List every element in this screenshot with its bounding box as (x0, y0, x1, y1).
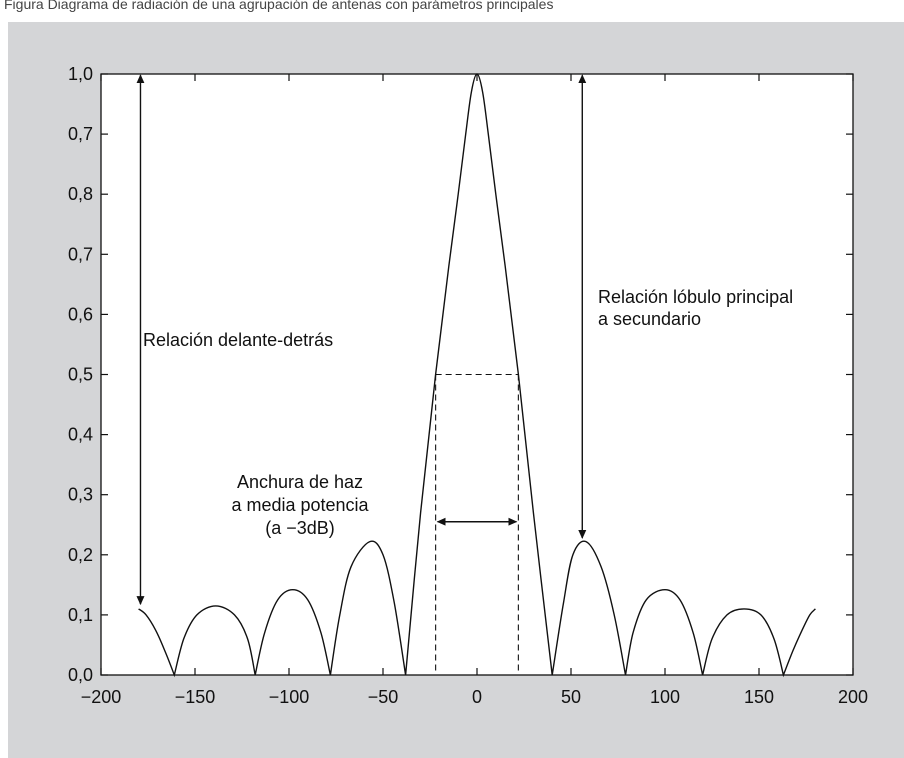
beamwidth-label-line3: (a −3dB) (265, 518, 335, 538)
x-tick-label: −150 (175, 687, 216, 707)
x-tick-label: −200 (81, 687, 122, 707)
figure-panel: −200 −150 −100 −50 0 50 100 150 200 0,0 0,1 0,2 0,3… (8, 22, 904, 758)
x-tick-label: −100 (269, 687, 310, 707)
x-tick-label: 200 (838, 687, 868, 707)
radiation-pattern-curve (138, 73, 816, 678)
axis-ticks (100, 73, 854, 676)
x-tick-label: 150 (744, 687, 774, 707)
y-tick-label: 1,0 (68, 64, 93, 84)
y-tick-label: 0,5 (68, 365, 93, 385)
y-tick-label: 0,6 (68, 304, 93, 324)
y-tick-label: 0,3 (68, 485, 93, 505)
y-tick-label: 0,7 (68, 244, 93, 264)
radiation-pattern-chart: −200 −150 −100 −50 0 50 100 150 200 0,0 0,1 0,2 0,3… (68, 64, 868, 707)
y-axis-labels: 0,0 0,1 0,2 0,3 0,4 0,5 0,6 0,7 0,8 0,7 1,0 (68, 64, 93, 685)
x-axis-labels: −200 −150 −100 −50 0 50 100 150 200 (81, 687, 868, 707)
annotation-guides (136, 74, 587, 675)
figure-caption: Figura Diagrama de radiación de una agru… (4, 0, 554, 12)
beamwidth-label-line2: a media potencia (231, 495, 369, 515)
y-tick-label: 0,7 (68, 124, 93, 144)
x-tick-label: −50 (368, 687, 399, 707)
y-tick-label: 0,2 (68, 545, 93, 565)
y-tick-label: 0,0 (68, 665, 93, 685)
beamwidth-label-line1: Anchura de haz (237, 472, 363, 492)
y-tick-label: 0,1 (68, 605, 93, 625)
x-tick-label: 50 (561, 687, 581, 707)
main-side-label-line1: Relación lóbulo principal (598, 287, 793, 307)
main-side-label-line2: a secundario (598, 309, 701, 329)
y-tick-label: 0,8 (68, 184, 93, 204)
y-tick-label: 0,4 (68, 425, 93, 445)
x-tick-label: 100 (650, 687, 680, 707)
x-tick-label: 0 (472, 687, 482, 707)
front-back-label: Relación delante-detrás (143, 330, 333, 350)
